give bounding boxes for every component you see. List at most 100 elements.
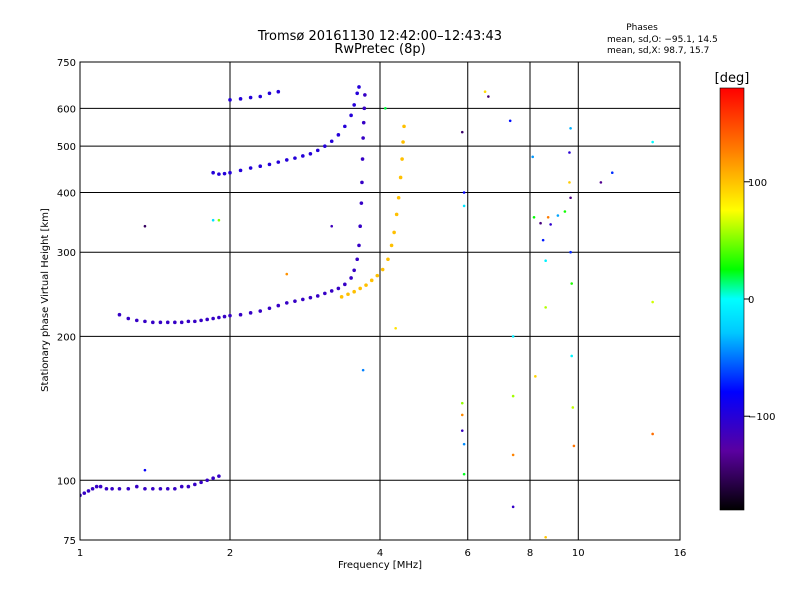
colorbar-ticks: 100 0 −100 <box>744 178 775 423</box>
data-point <box>549 223 552 226</box>
data-point <box>389 243 394 248</box>
data-point <box>511 453 515 457</box>
y-axis-label: Stationary phase Virtual Height [km] <box>40 208 51 392</box>
data-point <box>86 489 91 493</box>
data-point <box>571 406 575 409</box>
series-4 <box>339 124 406 299</box>
data-point <box>158 486 163 491</box>
y-tick-label: 200 <box>57 332 76 343</box>
data-point <box>375 273 380 278</box>
data-point <box>82 491 87 495</box>
data-point <box>610 171 614 175</box>
colorbar <box>719 87 745 511</box>
data-point <box>569 196 572 200</box>
data-point <box>329 139 334 144</box>
data-point <box>276 89 281 94</box>
colorbar-tick-label: 0 <box>748 295 754 306</box>
data-point <box>363 93 367 97</box>
data-point <box>349 113 353 118</box>
data-point <box>222 314 227 319</box>
data-point <box>352 103 356 107</box>
data-point <box>511 335 515 338</box>
data-point <box>361 368 365 372</box>
data-point <box>258 164 263 169</box>
data-point <box>599 181 603 184</box>
data-point <box>462 472 466 476</box>
data-point <box>276 303 281 308</box>
data-point <box>380 267 385 272</box>
data-point <box>360 180 364 185</box>
data-point <box>531 155 534 159</box>
data-point <box>487 95 490 98</box>
data-point <box>394 212 399 217</box>
data-point <box>508 119 512 123</box>
data-point <box>651 300 654 304</box>
data-point <box>460 401 464 405</box>
x-tick-label: 6 <box>465 548 471 559</box>
plot-frame <box>79 61 681 541</box>
data-point <box>301 154 305 158</box>
y-tick-label: 400 <box>57 188 76 199</box>
x-axis-label: Frequency [MHz] <box>338 560 422 571</box>
y-tick-label: 750 <box>57 58 76 69</box>
data-point <box>396 195 401 200</box>
data-point <box>293 299 297 303</box>
data-point <box>532 215 536 219</box>
data-point <box>151 320 155 325</box>
data-point <box>94 484 99 489</box>
data-point <box>222 171 227 176</box>
grid-lines <box>80 62 680 540</box>
x-tick-label: 8 <box>527 548 533 559</box>
data-point <box>158 320 163 325</box>
data-point <box>90 486 95 491</box>
data-point <box>343 282 347 287</box>
x-tick-label: 10 <box>572 548 585 559</box>
data-point <box>563 210 567 213</box>
data-point <box>358 286 362 291</box>
data-point <box>248 311 253 315</box>
data-point <box>258 309 263 313</box>
data-point <box>541 238 545 242</box>
data-point <box>104 486 109 491</box>
data-point <box>569 126 572 130</box>
data-point <box>568 151 571 154</box>
data-point <box>401 140 405 144</box>
data-point <box>301 297 305 302</box>
data-point <box>173 320 177 325</box>
data-point <box>651 140 654 144</box>
data-point <box>293 156 297 160</box>
data-point <box>357 85 361 89</box>
data-point <box>151 486 155 491</box>
y-tick-label: 300 <box>57 248 76 259</box>
data-point <box>238 312 243 317</box>
data-point <box>143 224 147 228</box>
data-point <box>346 292 350 297</box>
data-point <box>308 151 313 156</box>
data-point <box>211 476 215 481</box>
data-point <box>336 286 341 291</box>
stats-heading: Phases <box>626 23 658 33</box>
y-tick-label: 500 <box>57 142 76 153</box>
chart-subtitle: RwPretec (8p) <box>334 42 425 57</box>
data-point <box>462 191 466 194</box>
data-point <box>400 157 404 161</box>
data-point <box>460 429 464 432</box>
data-point <box>248 166 253 170</box>
data-point <box>126 486 131 491</box>
x-tick-label: 1 <box>77 548 83 559</box>
series-3 <box>228 89 281 102</box>
data-point <box>228 98 232 102</box>
data-point <box>349 276 353 280</box>
data-point <box>556 214 560 217</box>
data-point <box>165 486 170 491</box>
data-point <box>462 204 466 208</box>
data-point <box>361 136 365 140</box>
data-point <box>284 301 289 305</box>
data-point <box>546 215 550 219</box>
data-point <box>511 394 515 398</box>
data-point <box>126 316 131 321</box>
stats-o-line: mean, sd,O: −95.1, 14.5 <box>607 35 718 45</box>
data-point <box>402 124 406 129</box>
